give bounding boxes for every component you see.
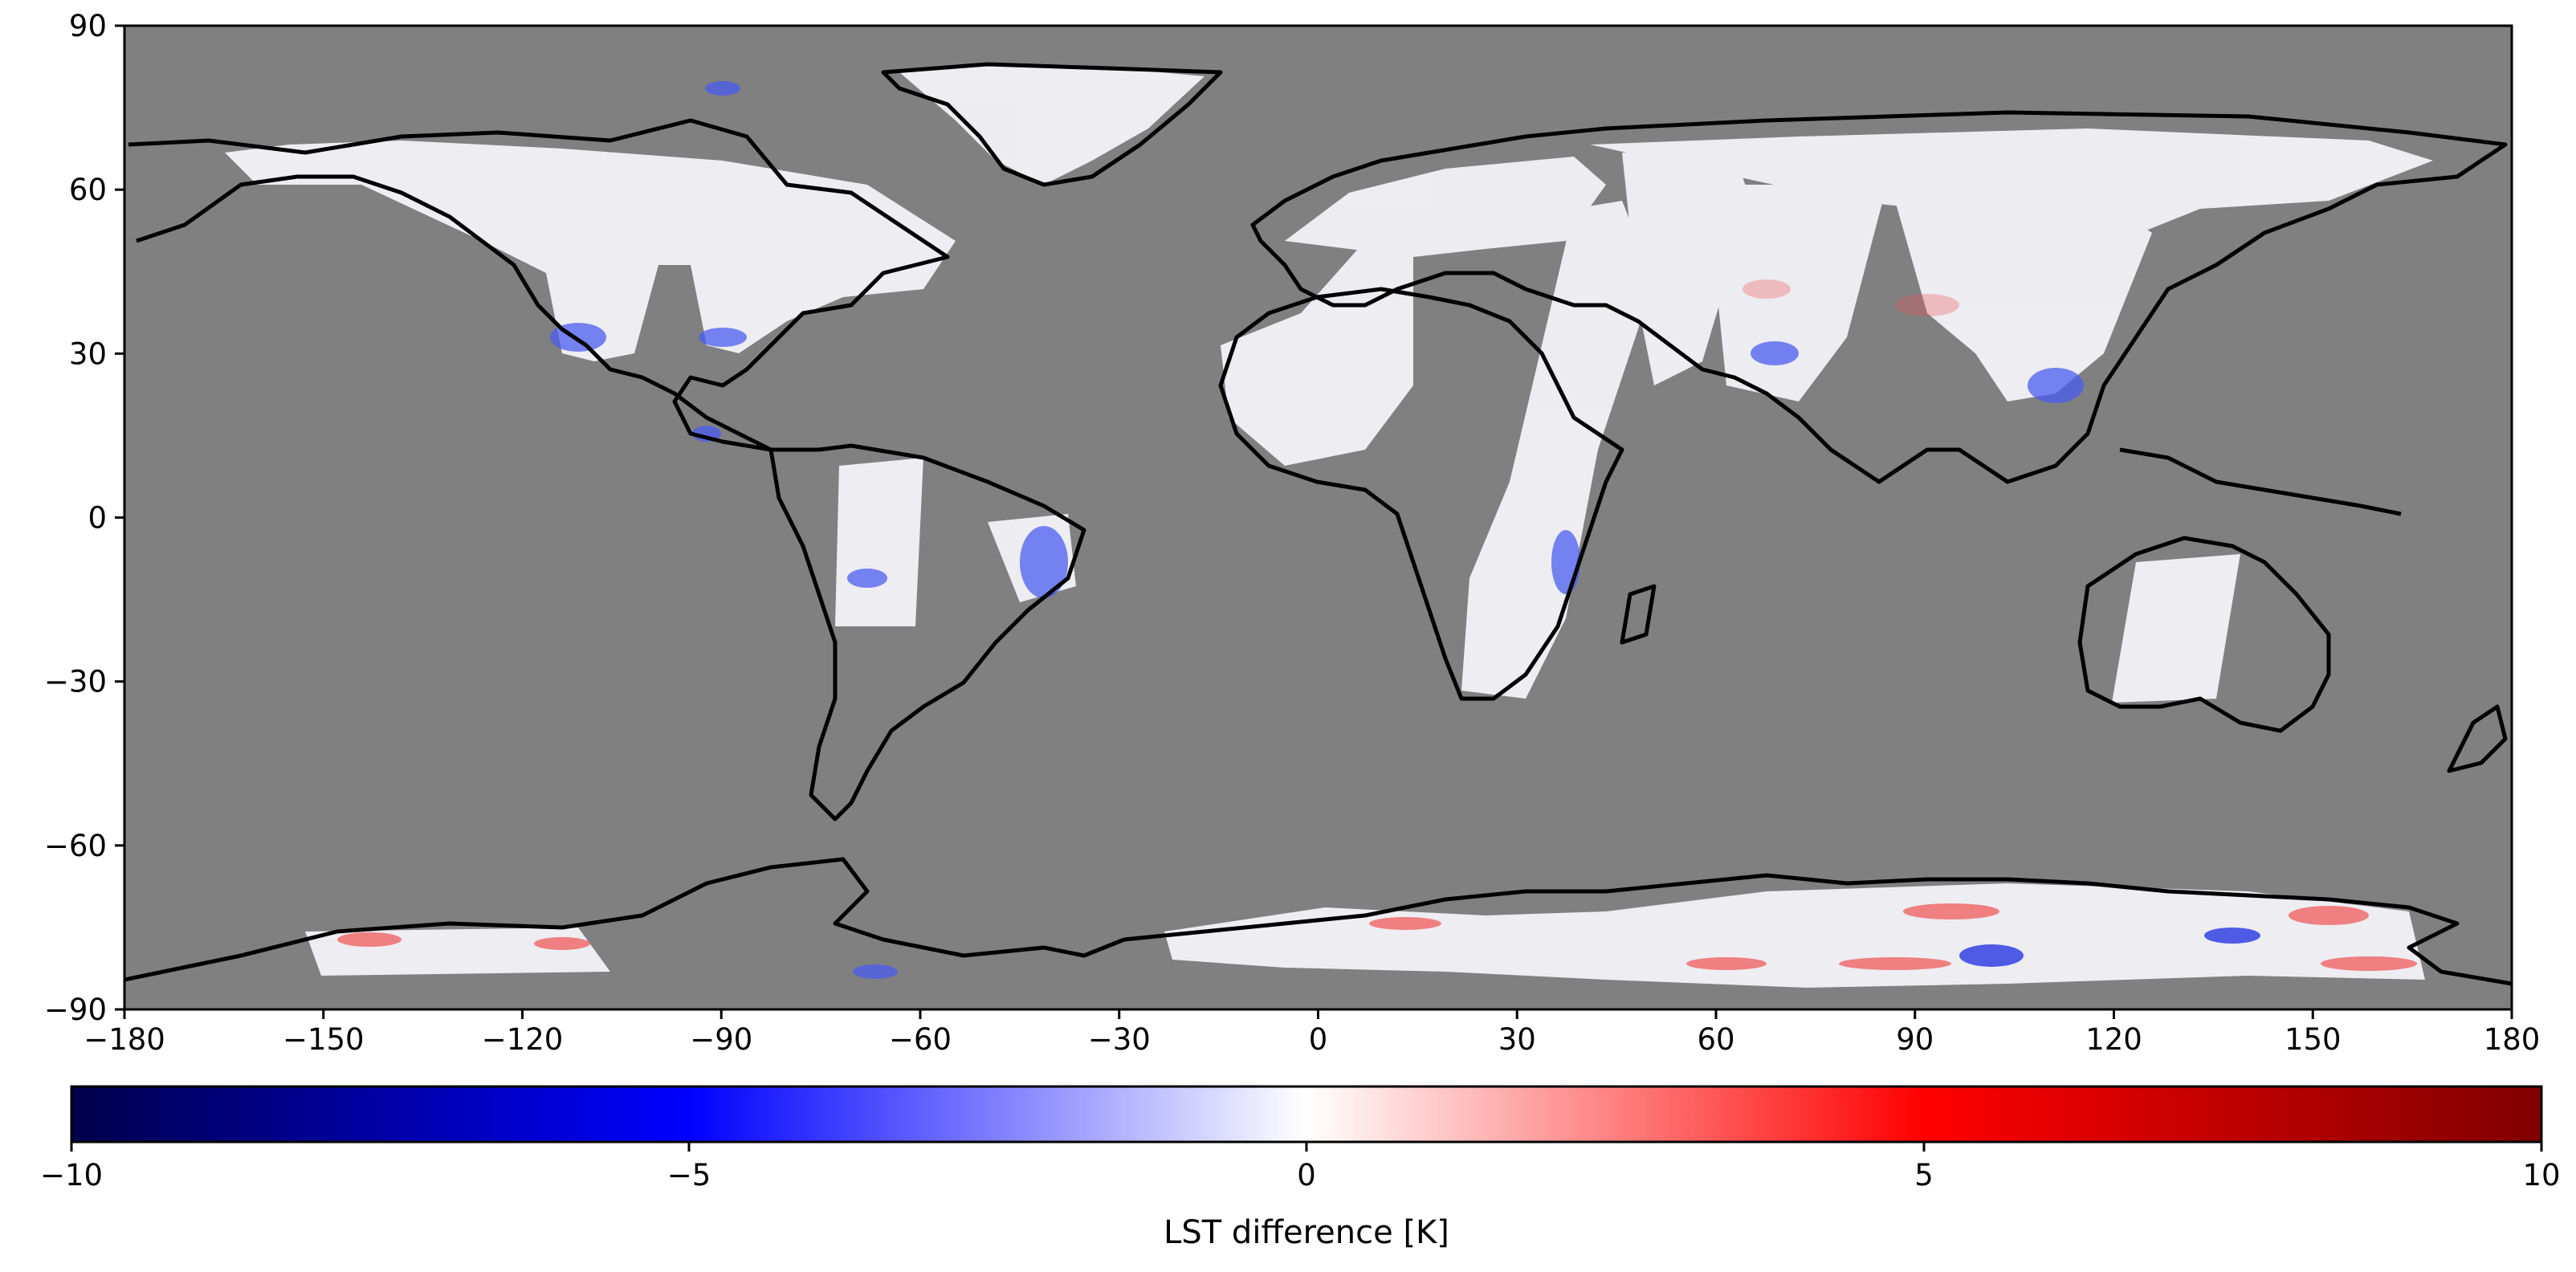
coast-new-zealand (2447, 704, 2508, 773)
lon-tick-label: −120 (482, 1022, 564, 1057)
coast-south-america (768, 443, 1086, 822)
lat-tick-label: 0 (88, 501, 107, 536)
colorbar-tick-label: −5 (667, 1158, 711, 1192)
colorbar (70, 1085, 2543, 1144)
swath-china (1895, 201, 2152, 402)
swath-africa-band (1461, 201, 1654, 699)
positive-difference-patches (337, 279, 2417, 971)
coast-greenland (881, 62, 1223, 187)
lat-tick-label: 30 (69, 336, 107, 371)
swath-siberia (1590, 128, 2433, 241)
lon-tick-label: 150 (2285, 1022, 2342, 1057)
coast-africa (1218, 287, 1624, 701)
map-content (124, 62, 2512, 988)
lat-tick-label: 60 (69, 173, 107, 207)
colorbar-tick-label: −10 (40, 1158, 103, 1192)
swath-antarctica-east (1164, 883, 2425, 988)
colorbar-ticks: −10 −5 0 5 10 (40, 1142, 2561, 1192)
lon-tick-label: 120 (2085, 1022, 2142, 1057)
lon-tick-label: −150 (283, 1022, 365, 1057)
coast-indonesia (2119, 447, 2402, 516)
swath-south-america (835, 458, 923, 626)
latitude-axis: 90 60 30 0 −30 −60 −90 (44, 9, 124, 1027)
swath-arabia-asia (1622, 153, 1751, 385)
negative-difference-patches (550, 81, 2260, 979)
colorbar-tick-label: 5 (1914, 1158, 1934, 1192)
swath-australia (2112, 554, 2240, 703)
swath-europe-north (1285, 157, 1606, 257)
lat-tick-label: −60 (44, 829, 107, 863)
swath-greenland (899, 64, 1204, 185)
lat-tick-label: 90 (69, 9, 107, 43)
colorbar-tick-label: 0 (1297, 1158, 1316, 1192)
swath-west-africa (1221, 241, 1413, 466)
lon-tick-label: −30 (1088, 1022, 1151, 1057)
longitude-axis: −180 −150 −120 −90 −60 −30 0 30 60 90 120 150 180 (84, 1009, 2540, 1057)
lon-tick-label: 0 (1309, 1022, 1328, 1057)
coast-north-america (128, 118, 950, 452)
lon-tick-label: −180 (84, 1022, 165, 1057)
colorbar-tick-label: 10 (2522, 1158, 2560, 1192)
lon-tick-label: 180 (2484, 1022, 2541, 1057)
lon-tick-label: 60 (1697, 1022, 1734, 1057)
lat-tick-label: −30 (44, 665, 107, 699)
lat-tick-label: −90 (44, 993, 107, 1027)
lst-difference-swaths (225, 64, 2433, 988)
colorbar-label: LST difference [K] (1164, 1214, 1449, 1251)
coast-eurasia (1250, 110, 2508, 484)
coast-antarctica (124, 857, 2512, 986)
coast-australia (2077, 536, 2331, 733)
lon-tick-label: −60 (889, 1022, 952, 1057)
lon-tick-label: −90 (690, 1022, 752, 1057)
lon-tick-label: 90 (1896, 1022, 1934, 1057)
coastlines (124, 62, 2512, 986)
lon-tick-label: 30 (1498, 1022, 1536, 1057)
coast-madagascar (1620, 584, 1657, 645)
